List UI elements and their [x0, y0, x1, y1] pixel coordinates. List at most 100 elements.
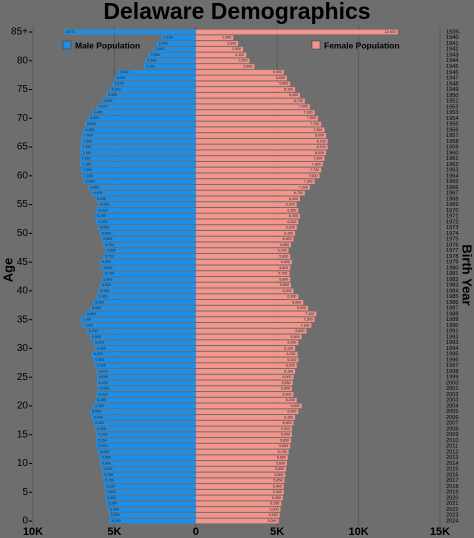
bar: [195, 346, 296, 351]
y-tick-label: 80: [17, 55, 29, 66]
bar: [195, 265, 291, 271]
chart-title: Delaware Demographics: [103, 0, 370, 24]
birth-year-label: 1969: [446, 202, 458, 208]
data-label: 7,000: [84, 174, 93, 178]
bar: [161, 35, 196, 41]
data-label: 6,000: [282, 237, 291, 241]
data-label: 8,000: [315, 134, 324, 138]
bar: [103, 254, 196, 259]
data-label: 7,100: [82, 145, 91, 149]
data-label: 5,850: [280, 438, 289, 442]
birth-year-label: 1948: [446, 81, 458, 87]
bar: [195, 184, 310, 190]
birth-year-label: 1993: [446, 340, 458, 346]
birth-year-label: 1946: [446, 70, 458, 76]
bar: [80, 317, 196, 323]
bar: [195, 489, 284, 495]
data-label: 5,700: [278, 249, 287, 253]
data-label: 5,250: [270, 502, 279, 506]
bar: [94, 363, 196, 369]
data-label: 7,050: [83, 168, 92, 172]
data-label: 5,900: [281, 260, 290, 264]
data-label: 6,250: [287, 352, 296, 356]
data-label: 5,500: [274, 473, 283, 477]
x-tick-label: 15K: [430, 526, 450, 538]
data-label: 6,100: [98, 381, 107, 385]
bar: [96, 392, 196, 397]
bar: [195, 363, 297, 369]
bar: [195, 41, 239, 46]
legend-swatch: [311, 40, 321, 50]
bar: [195, 484, 284, 489]
bar: [96, 104, 196, 110]
bar: [101, 236, 196, 242]
bar: [81, 323, 196, 328]
bar: [94, 196, 196, 202]
data-label: 4,800: [120, 70, 129, 74]
bar: [195, 317, 315, 323]
bar: [91, 110, 196, 115]
data-label: 5,450: [274, 479, 283, 483]
data-label: 2,300: [222, 36, 231, 40]
birth-year-label: 2016: [446, 472, 458, 478]
data-label: 5,650: [277, 456, 286, 460]
birth-year-label: 1944: [446, 58, 458, 64]
data-label: 6,200: [97, 214, 106, 218]
bar: [195, 75, 287, 81]
data-label: 6,050: [99, 375, 108, 379]
bar: [106, 501, 196, 507]
bar: [97, 374, 196, 380]
x-tick-label: 5K: [270, 526, 284, 538]
data-label: 5,800: [279, 266, 288, 270]
bar: [195, 98, 305, 104]
data-label: 5,700: [105, 479, 114, 483]
bar: [93, 357, 196, 363]
data-label: 6,900: [85, 180, 94, 184]
legend-label: Male Population: [75, 40, 140, 50]
birth-year-label: 1989: [446, 317, 458, 323]
y-tick-label: 55: [17, 199, 29, 210]
x-tick-label: 10K: [23, 526, 43, 538]
bar: [195, 225, 297, 230]
birth-year-label: 2011: [446, 444, 458, 450]
birth-year-label: 1966: [446, 185, 458, 191]
bar: [64, 29, 196, 35]
bar: [103, 478, 196, 484]
data-label: 5,850: [280, 243, 289, 247]
bar: [94, 213, 196, 219]
data-label: 5,100: [115, 82, 124, 86]
data-label: 5,350: [272, 496, 281, 500]
data-label: 7,050: [83, 139, 92, 143]
bar: [195, 357, 299, 363]
bar: [195, 254, 291, 259]
birth-year-label: 1983: [446, 283, 458, 289]
y-tick-label: 20: [17, 401, 29, 412]
data-label: 5,800: [279, 277, 288, 281]
bar: [96, 443, 196, 449]
data-label: 6,000: [100, 203, 109, 207]
data-label: 7,000: [84, 323, 93, 327]
bar: [89, 305, 196, 311]
data-label: 3,100: [147, 59, 156, 63]
birth-year-label: 1999: [446, 375, 458, 381]
data-label: 5,900: [102, 260, 111, 264]
bar: [103, 242, 196, 248]
bar: [93, 340, 196, 346]
data-label: 6,100: [98, 444, 107, 448]
data-label: 6,400: [289, 93, 298, 97]
data-label: 6,300: [287, 358, 296, 362]
birth-year-label: 2000: [446, 380, 458, 386]
bar: [195, 282, 292, 288]
data-label: 3,200: [146, 64, 155, 68]
birth-year-label: 1949: [446, 87, 458, 93]
birth-year-label: 1980: [446, 265, 458, 271]
bar: [195, 426, 292, 432]
data-label: 7,000: [299, 105, 308, 109]
data-label: 6,100: [98, 433, 107, 437]
data-label: 5,700: [105, 254, 114, 258]
data-label: 6,200: [97, 427, 106, 431]
data-label: 8,000: [315, 151, 324, 155]
bar: [195, 518, 279, 524]
data-label: 5,900: [102, 461, 111, 465]
bar: [85, 121, 196, 127]
